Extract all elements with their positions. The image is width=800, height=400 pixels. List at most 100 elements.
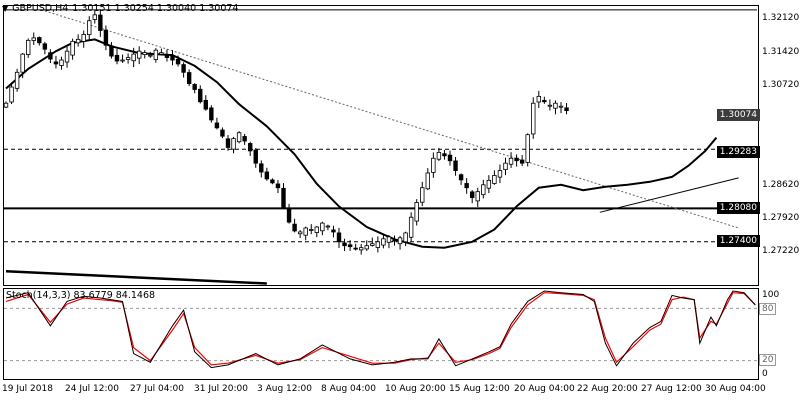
candle-body <box>497 170 503 178</box>
oscillator-pane-border <box>3 288 759 380</box>
candle-body <box>297 231 303 235</box>
date-tick: 19 Jul 2018 <box>2 384 53 394</box>
candle-body <box>558 105 564 108</box>
trendline <box>5 269 267 285</box>
candle-body <box>37 37 42 44</box>
candle-body <box>342 242 347 247</box>
candle-body <box>375 241 381 248</box>
candle-body <box>242 136 247 142</box>
date-tick: 20 Aug 04:00 <box>514 384 575 394</box>
candle-body <box>136 50 142 59</box>
candle-body <box>364 245 369 250</box>
candle-body <box>131 53 136 62</box>
candle-body <box>270 179 275 184</box>
candle-body <box>9 86 14 103</box>
candle-body <box>542 99 547 103</box>
stochastic-main-line <box>5 290 756 369</box>
candle-body <box>370 243 375 246</box>
candle-body <box>431 157 436 173</box>
candle-body <box>331 229 336 233</box>
candle-body <box>75 38 81 44</box>
candle-body <box>281 187 286 208</box>
candle-body <box>253 149 258 164</box>
candles <box>3 9 569 255</box>
candle-body <box>198 88 203 103</box>
candle-body <box>209 107 214 121</box>
candle-body <box>70 40 75 56</box>
date-tick: 8 Aug 04:00 <box>321 384 376 394</box>
candle-body <box>59 59 64 66</box>
candle-body <box>109 45 114 57</box>
candle-body <box>453 160 458 171</box>
candle-body <box>442 153 447 157</box>
candle-body <box>336 232 342 243</box>
candle-body <box>203 99 208 110</box>
date-tick: 27 Jul 04:00 <box>130 384 184 394</box>
symbol-header[interactable]: ▼ GBPUSD,H4 1.30151 1.30254 1.30040 1.30… <box>2 3 238 14</box>
candle-body <box>514 157 519 162</box>
candle-body <box>3 102 9 108</box>
candle-body <box>381 238 386 246</box>
trendline <box>599 177 739 213</box>
candle-body <box>303 227 308 236</box>
stochastic-label: Stoch(14,3,3) 83.6779 84.1468 <box>6 290 156 301</box>
candle-body <box>220 129 225 137</box>
candle-body <box>309 229 314 231</box>
candle-body <box>425 172 430 190</box>
candle-body <box>536 95 541 103</box>
oscillator-tick: 20 <box>759 354 777 366</box>
price-tick: 1.32120 <box>762 13 800 23</box>
candle-body <box>14 71 20 89</box>
triangle-down-icon[interactable]: ▼ <box>2 4 9 13</box>
candle-body <box>508 157 514 165</box>
candle-body <box>347 244 353 248</box>
oscillator-tick: 0 <box>762 369 768 379</box>
candle-body <box>153 49 159 60</box>
level-label: 1.27400 <box>716 235 760 247</box>
stochastic-signal-line <box>5 292 756 366</box>
ohlc-values: 1.30151 1.30254 1.30040 1.30074 <box>72 3 239 14</box>
candle-body <box>259 163 264 173</box>
date-tick: 30 Aug 04:00 <box>705 384 766 394</box>
candle-body <box>420 187 425 203</box>
oscillator-tick: 80 <box>759 303 777 315</box>
candle-body <box>64 50 70 63</box>
candle-body <box>31 37 36 41</box>
candle-body <box>192 84 197 90</box>
candle-body <box>458 174 464 181</box>
candle-body <box>397 237 403 245</box>
candle-body <box>87 20 92 36</box>
moving-average-line <box>5 38 718 249</box>
date-tick: 22 Aug 20:00 <box>577 384 638 394</box>
candle-body <box>114 54 120 62</box>
candle-body <box>186 72 192 84</box>
candle-body <box>92 14 97 20</box>
date-tick: 27 Aug 12:00 <box>641 384 702 394</box>
candle-body <box>142 52 147 56</box>
candle-body <box>531 102 536 135</box>
candle-body <box>286 208 292 223</box>
date-tick: 15 Aug 12:00 <box>449 384 510 394</box>
date-tick: 24 Jul 12:00 <box>65 384 119 394</box>
candle-body <box>320 222 325 232</box>
candle-body <box>436 151 442 160</box>
candle-body <box>175 58 181 65</box>
candle-body <box>353 247 358 250</box>
horizontal-levels <box>4 9 757 243</box>
date-tick: 10 Aug 20:00 <box>385 384 446 394</box>
candle-body <box>214 122 220 129</box>
candle-body <box>469 191 475 198</box>
candle-body <box>25 39 31 55</box>
price-tick: 1.31420 <box>762 47 800 57</box>
candle-body <box>120 59 125 62</box>
candle-body <box>408 216 414 238</box>
candle-body <box>159 52 164 55</box>
level-label: 1.29283 <box>716 146 760 158</box>
candle-body <box>20 53 25 73</box>
candle-body <box>275 183 281 189</box>
candle-body <box>486 179 492 189</box>
level-label: 1.28080 <box>716 202 760 214</box>
symbol-label: GBPUSD,H4 <box>12 3 69 14</box>
candle-body <box>447 154 453 162</box>
